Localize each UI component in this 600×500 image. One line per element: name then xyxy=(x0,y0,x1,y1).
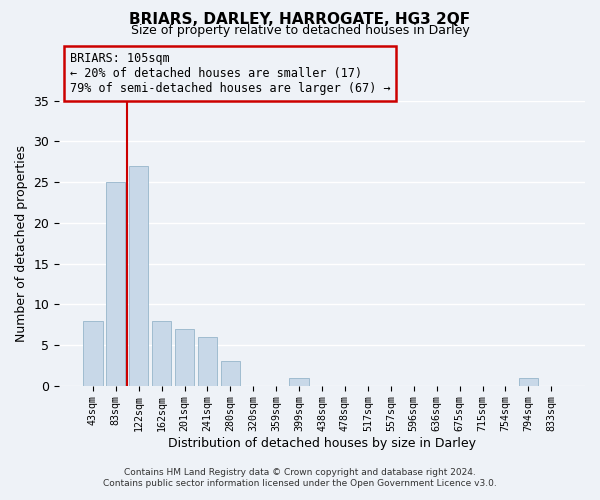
Bar xyxy=(152,320,172,386)
Bar xyxy=(197,337,217,386)
X-axis label: Distribution of detached houses by size in Darley: Distribution of detached houses by size … xyxy=(168,437,476,450)
Bar xyxy=(221,362,240,386)
Text: Contains HM Land Registry data © Crown copyright and database right 2024.
Contai: Contains HM Land Registry data © Crown c… xyxy=(103,468,497,487)
Text: Size of property relative to detached houses in Darley: Size of property relative to detached ho… xyxy=(131,24,469,37)
Text: BRIARS, DARLEY, HARROGATE, HG3 2QF: BRIARS, DARLEY, HARROGATE, HG3 2QF xyxy=(130,12,470,28)
Y-axis label: Number of detached properties: Number of detached properties xyxy=(15,144,28,342)
Bar xyxy=(106,182,125,386)
Bar xyxy=(83,320,103,386)
Bar xyxy=(175,328,194,386)
Bar xyxy=(289,378,309,386)
Bar xyxy=(129,166,148,386)
Bar xyxy=(518,378,538,386)
Text: BRIARS: 105sqm
← 20% of detached houses are smaller (17)
79% of semi-detached ho: BRIARS: 105sqm ← 20% of detached houses … xyxy=(70,52,390,95)
